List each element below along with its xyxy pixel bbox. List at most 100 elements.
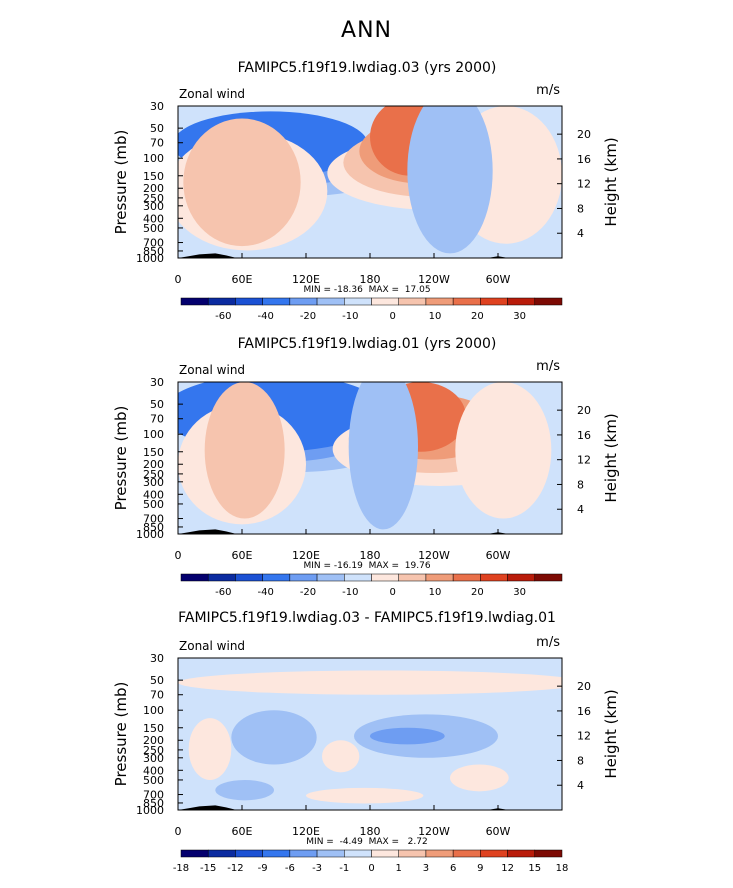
y-tick-label: 500 bbox=[143, 222, 164, 235]
colorbar-swatch bbox=[289, 573, 318, 582]
height-tick-label: 8 bbox=[577, 754, 584, 767]
height-tick-label: 4 bbox=[577, 503, 584, 516]
units-label: m/s bbox=[536, 635, 560, 650]
colorbar-swatch bbox=[316, 297, 345, 306]
height-tick-label: 16 bbox=[577, 429, 591, 442]
y-tick-label: 250 bbox=[143, 468, 164, 481]
colorbar-label: 0 bbox=[389, 587, 395, 598]
x-tick-label: 60E bbox=[232, 825, 253, 838]
y-tick-label: 850 bbox=[143, 245, 164, 258]
y-tick-label: 850 bbox=[143, 521, 164, 534]
colorbar-swatch bbox=[262, 297, 291, 306]
colorbar-label: 9 bbox=[477, 863, 483, 874]
colorbar-label: 12 bbox=[501, 863, 514, 874]
colorbar-label: 15 bbox=[528, 863, 541, 874]
colorbar-swatch bbox=[207, 849, 236, 858]
x-tick-label: 60E bbox=[232, 549, 253, 562]
variable-label: Zonal wind bbox=[179, 87, 245, 101]
y-tick-label: 100 bbox=[143, 152, 164, 165]
colorbar-swatch bbox=[344, 297, 372, 306]
colorbar-swatch bbox=[534, 849, 563, 858]
y-tick-label: 300 bbox=[143, 476, 164, 489]
x-tick-label: 60W bbox=[486, 549, 511, 562]
colorbar-label: -18 bbox=[173, 863, 189, 874]
colorbar-swatch bbox=[289, 297, 318, 306]
y-tick-label: 150 bbox=[143, 170, 164, 183]
height-tick-label: 4 bbox=[577, 779, 584, 792]
x-tick-label: 60E bbox=[232, 273, 253, 286]
colorbar-swatch bbox=[180, 573, 209, 582]
contour-field bbox=[178, 658, 562, 810]
y-tick-label: 1000 bbox=[136, 528, 164, 541]
y-tick-label: 250 bbox=[143, 192, 164, 205]
contour-field bbox=[178, 382, 562, 534]
y-tick-label: 500 bbox=[143, 498, 164, 511]
x-tick-label: 120W bbox=[418, 825, 450, 838]
contour-pos-2-1 bbox=[204, 382, 285, 519]
chart-title: FAMIPC5.f19f19.lwdiag.03 (yrs 2000) bbox=[238, 60, 497, 76]
colorbar-label: 10 bbox=[429, 311, 442, 322]
y-tick-label: 700 bbox=[143, 513, 164, 526]
y-axis-label: Pressure (mb) bbox=[112, 682, 130, 787]
height-tick-label: 12 bbox=[577, 730, 591, 743]
x-tick-label: 180 bbox=[360, 825, 381, 838]
y-tick-label: 50 bbox=[150, 398, 164, 411]
y-axis-label: Pressure (mb) bbox=[112, 406, 130, 511]
y-tick-label: 70 bbox=[150, 413, 164, 426]
contour-neg-4-0 bbox=[348, 382, 418, 530]
contour-neg-4-0 bbox=[407, 106, 493, 254]
y-tick-label: 300 bbox=[143, 200, 164, 213]
colorbar: -60 -40 -20 -10 0 10 20 30 bbox=[180, 297, 563, 322]
y-tick-label: 150 bbox=[143, 446, 164, 459]
colorbar-label: -10 bbox=[342, 587, 358, 598]
y-tick-label: 30 bbox=[150, 652, 164, 665]
y-tick-label: 70 bbox=[150, 137, 164, 150]
contour-pos-4-0 bbox=[188, 718, 232, 780]
contour-pos-6-0 bbox=[450, 764, 509, 792]
colorbar-swatch bbox=[398, 297, 427, 306]
colorbar-swatch bbox=[207, 297, 236, 306]
colorbar-label: 6 bbox=[450, 863, 456, 874]
y-tick-label: 30 bbox=[150, 100, 164, 113]
contour-neg-1-0 bbox=[231, 710, 317, 765]
colorbar-swatch bbox=[262, 573, 291, 582]
chart-panel-3: FAMIPC5.f19f19.lwdiag.03 - FAMIPC5.f19f1… bbox=[112, 610, 620, 874]
colorbar-label: 1 bbox=[396, 863, 402, 874]
contour-pos-3-0 bbox=[455, 382, 552, 519]
colorbar-label: 30 bbox=[513, 311, 526, 322]
contour-pos-2-1 bbox=[183, 118, 301, 247]
y-tick-label: 250 bbox=[143, 744, 164, 757]
variable-label: Zonal wind bbox=[179, 363, 245, 377]
colorbar-label: 3 bbox=[423, 863, 429, 874]
colorbar-label: 30 bbox=[513, 587, 526, 598]
contour-neg-8-0 bbox=[215, 779, 274, 801]
colorbar-label: -15 bbox=[200, 863, 216, 874]
y-tick-label: 50 bbox=[150, 674, 164, 687]
y-tick-label: 200 bbox=[143, 182, 164, 195]
colorbar-swatch bbox=[180, 297, 209, 306]
x-tick-label: 120W bbox=[418, 273, 450, 286]
y-tick-label: 100 bbox=[143, 428, 164, 441]
x-tick-label: 0 bbox=[175, 549, 182, 562]
chart-title: FAMIPC5.f19f19.lwdiag.01 (yrs 2000) bbox=[238, 336, 497, 352]
y-tick-label: 200 bbox=[143, 458, 164, 471]
colorbar-swatch bbox=[425, 297, 454, 306]
height-tick-label: 8 bbox=[577, 202, 584, 215]
y-tick-label: 70 bbox=[150, 689, 164, 702]
colorbar-swatch bbox=[534, 297, 563, 306]
y-tick-label: 850 bbox=[143, 797, 164, 810]
y-tick-label: 1000 bbox=[136, 804, 164, 817]
colorbar-swatch bbox=[425, 573, 454, 582]
x-tick-label: 120E bbox=[292, 273, 320, 286]
y-tick-label: 30 bbox=[150, 376, 164, 389]
units-label: m/s bbox=[536, 359, 560, 374]
colorbar-label: 10 bbox=[429, 587, 442, 598]
colorbar-swatch bbox=[452, 849, 481, 858]
colorbar-label: -6 bbox=[285, 863, 295, 874]
colorbar-swatch bbox=[207, 573, 236, 582]
colorbar: -60 -40 -20 -10 0 10 20 30 bbox=[180, 573, 563, 598]
colorbar-swatch bbox=[507, 297, 536, 306]
colorbar-swatch bbox=[371, 849, 399, 858]
y-tick-label: 700 bbox=[143, 789, 164, 802]
